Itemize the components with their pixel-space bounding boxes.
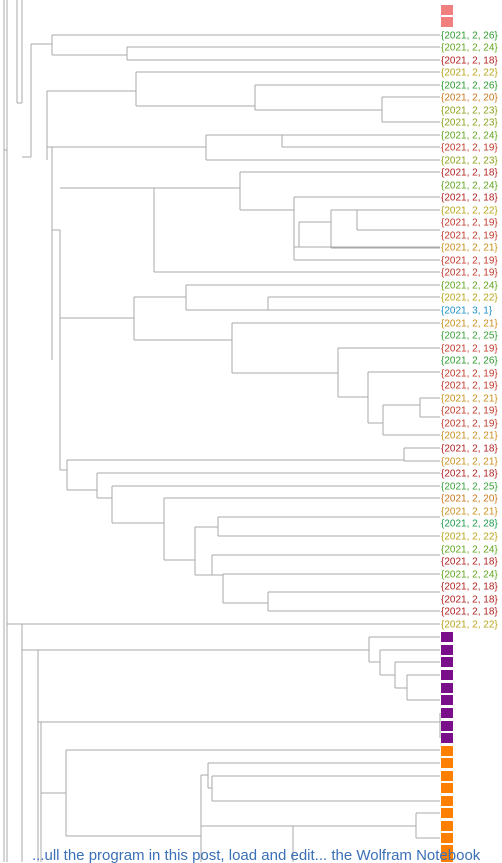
leaf-swatch bbox=[441, 5, 453, 15]
leaf-label: {2021, 2, 19} bbox=[441, 231, 498, 242]
leaf-swatch bbox=[441, 670, 453, 680]
leaf-label: {2021, 2, 20} bbox=[441, 93, 498, 104]
leaf-swatch bbox=[441, 17, 453, 27]
leaf-label: {2021, 2, 19} bbox=[441, 143, 498, 154]
leaf-swatch bbox=[441, 695, 453, 705]
leaf-swatch bbox=[441, 632, 453, 642]
leaf-swatch bbox=[441, 758, 453, 768]
leaf-label: {2021, 2, 18} bbox=[441, 595, 498, 606]
notebook-caption-link[interactable]: ...ull the program in this post, load an… bbox=[32, 847, 481, 863]
leaf-label: {2021, 2, 26} bbox=[441, 81, 498, 92]
leaf-label: {2021, 2, 21} bbox=[441, 319, 498, 330]
leaf-label: {2021, 2, 22} bbox=[441, 206, 498, 217]
leaf-label: {2021, 2, 19} bbox=[441, 419, 498, 430]
leaf-label: {2021, 2, 22} bbox=[441, 620, 498, 631]
leaf-swatch bbox=[441, 783, 453, 793]
leaf-label: {2021, 2, 19} bbox=[441, 369, 498, 380]
leaf-label: {2021, 2, 24} bbox=[441, 43, 498, 54]
leaf-label: {2021, 2, 21} bbox=[441, 243, 498, 254]
leaf-label: {2021, 2, 24} bbox=[441, 570, 498, 581]
leaf-swatch bbox=[441, 721, 453, 731]
leaf-label: {2021, 2, 26} bbox=[441, 356, 498, 367]
leaf-label: {2021, 2, 24} bbox=[441, 131, 498, 142]
leaf-swatch bbox=[441, 845, 453, 855]
leaf-label: {2021, 2, 18} bbox=[441, 444, 498, 455]
leaf-label: {2021, 2, 18} bbox=[441, 582, 498, 593]
leaf-label: {2021, 2, 19} bbox=[441, 256, 498, 267]
leaf-label: {2021, 2, 18} bbox=[441, 607, 498, 618]
leaf-label: {2021, 2, 19} bbox=[441, 381, 498, 392]
leaf-label: {2021, 2, 21} bbox=[441, 431, 498, 442]
leaf-label: {2021, 3, 1} bbox=[441, 306, 493, 317]
leaf-label: {2021, 2, 19} bbox=[441, 218, 498, 229]
leaf-label: {2021, 2, 19} bbox=[441, 406, 498, 417]
leaf-swatch bbox=[441, 796, 453, 806]
leaf-label: {2021, 2, 22} bbox=[441, 293, 498, 304]
leaf-swatch bbox=[441, 771, 453, 781]
leaf-label: {2021, 2, 19} bbox=[441, 344, 498, 355]
leaf-label: {2021, 2, 18} bbox=[441, 56, 498, 67]
leaf-label: {2021, 2, 25} bbox=[441, 482, 498, 493]
leaf-swatch bbox=[441, 746, 453, 756]
leaf-label: {2021, 2, 21} bbox=[441, 457, 498, 468]
leaf-label: {2021, 2, 18} bbox=[441, 193, 498, 204]
leaf-label: {2021, 2, 23} bbox=[441, 106, 498, 117]
leaf-label: {2021, 2, 19} bbox=[441, 268, 498, 279]
leaf-label: {2021, 2, 23} bbox=[441, 118, 498, 129]
leaf-label: {2021, 2, 24} bbox=[441, 545, 498, 556]
leaf-swatch bbox=[441, 657, 453, 667]
leaf-swatch bbox=[441, 821, 453, 831]
leaf-label: {2021, 2, 22} bbox=[441, 68, 498, 79]
leaf-swatch bbox=[441, 733, 453, 743]
leaf-label: {2021, 2, 22} bbox=[441, 532, 498, 543]
leaf-label: {2021, 2, 18} bbox=[441, 469, 498, 480]
leaf-label: {2021, 2, 18} bbox=[441, 557, 498, 568]
leaf-swatch bbox=[441, 833, 453, 843]
leaf-label: {2021, 2, 21} bbox=[441, 507, 498, 518]
leaf-label: {2021, 2, 20} bbox=[441, 494, 498, 505]
leaf-label: {2021, 2, 23} bbox=[441, 156, 498, 167]
leaf-swatch bbox=[441, 683, 453, 693]
leaf-swatch bbox=[441, 708, 453, 718]
leaf-label: {2021, 2, 18} bbox=[441, 168, 498, 179]
leaf-swatch bbox=[441, 808, 453, 818]
leaf-label: {2021, 2, 21} bbox=[441, 394, 498, 405]
leaf-label: {2021, 2, 24} bbox=[441, 181, 498, 192]
leaf-swatch bbox=[441, 645, 453, 655]
leaf-label: {2021, 2, 24} bbox=[441, 281, 498, 292]
leaf-swatch bbox=[441, 853, 453, 862]
leaf-label: {2021, 2, 25} bbox=[441, 331, 498, 342]
leaf-label: {2021, 2, 28} bbox=[441, 519, 498, 530]
leaf-label: {2021, 2, 26} bbox=[441, 31, 498, 42]
